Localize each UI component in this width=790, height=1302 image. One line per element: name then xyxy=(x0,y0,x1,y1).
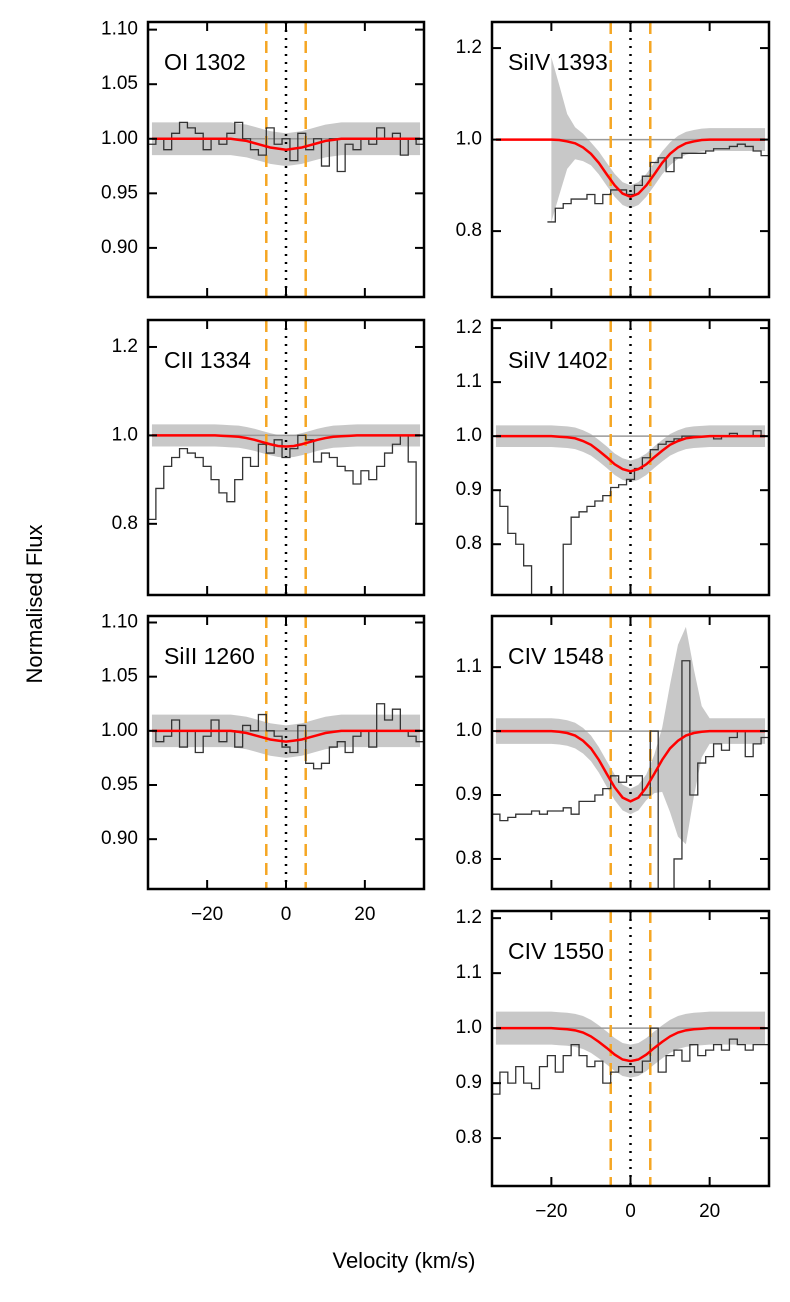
x-tick-label: 20 xyxy=(354,904,375,925)
panel-title: SiIV 1402 xyxy=(508,347,608,373)
plot-area xyxy=(148,616,424,889)
flux-spectrum xyxy=(492,430,769,595)
y-tick-label: 0.8 xyxy=(456,533,482,554)
model-fit xyxy=(151,434,421,448)
flux-spectrum xyxy=(492,1027,769,1095)
panel: 0.8 1.0 1.2 CII 1334 xyxy=(112,318,426,597)
model-fit xyxy=(495,729,766,803)
flux-spectrum xyxy=(148,703,424,770)
y-tick-label: 0.90 xyxy=(101,828,138,849)
plot-area xyxy=(492,616,769,889)
y-tick-label: 1.0 xyxy=(112,424,138,445)
y-tick-label: 1.0 xyxy=(456,720,482,741)
y-tick-label: 0.90 xyxy=(101,237,138,258)
y-tick-label: 0.8 xyxy=(456,848,482,869)
y-tick-label: 1.00 xyxy=(101,128,138,149)
model-fit xyxy=(151,729,421,743)
y-tick-label: 0.8 xyxy=(112,513,138,534)
model-fit xyxy=(495,434,766,473)
y-tick-label: 0.9 xyxy=(456,1072,482,1093)
plot-area xyxy=(492,22,769,297)
panel: 0.8 0.9 1.0 1.1 CIV 1548 xyxy=(456,614,771,891)
y-tick-label: 1.0 xyxy=(456,1017,482,1038)
plot-area xyxy=(148,22,424,297)
model-fit xyxy=(495,138,766,199)
panel-title: OI 1302 xyxy=(164,49,246,75)
flux-spectrum xyxy=(492,660,769,889)
y-tick-label: 0.9 xyxy=(456,479,482,500)
y-tick-label: 1.05 xyxy=(101,73,138,94)
x-tick-label: 20 xyxy=(699,1201,720,1222)
y-tick-label: 1.10 xyxy=(101,612,138,633)
panel-title: SiIV 1393 xyxy=(508,49,608,75)
y-tick-label: 1.0 xyxy=(456,425,482,446)
y-tick-label: 0.95 xyxy=(101,774,138,795)
panel: 0.8 1.0 1.2 SiIV 1393 xyxy=(456,20,771,299)
panel: 0.8 0.9 1.0 1.1 1.2 SiIV 1402 xyxy=(456,317,771,597)
y-tick-label: 1.00 xyxy=(101,720,138,741)
plot-area xyxy=(492,911,769,1186)
panel: 0.90 0.95 1.00 1.05 1.10 −20 0 20 SiII 1260 xyxy=(101,612,426,925)
flux-spectrum xyxy=(148,434,424,525)
y-axis-label: Normalised Flux xyxy=(22,525,47,684)
error-band xyxy=(151,122,421,167)
y-tick-label: 1.10 xyxy=(101,19,138,40)
y-tick-label: 1.1 xyxy=(456,962,482,983)
panel: 0.8 0.9 1.0 1.1 1.2 −20 0 20 CIV 1550 xyxy=(456,907,771,1222)
panel-title: CIV 1550 xyxy=(508,938,604,964)
y-tick-label: 0.8 xyxy=(456,220,482,241)
y-tick-label: 0.95 xyxy=(101,182,138,203)
y-tick-label: 1.2 xyxy=(456,907,482,928)
error-band xyxy=(495,1011,766,1078)
error-band xyxy=(495,425,766,483)
y-tick-label: 1.1 xyxy=(456,371,482,392)
panel-title: CII 1334 xyxy=(164,347,251,373)
x-tick-label: 0 xyxy=(281,904,292,925)
model-fit xyxy=(495,1026,766,1063)
model-fit xyxy=(151,137,421,151)
y-tick-label: 1.05 xyxy=(101,666,138,687)
plot-area xyxy=(148,320,424,595)
x-tick-label: −20 xyxy=(535,1201,567,1222)
panel-title: CIV 1548 xyxy=(508,643,604,669)
x-tick-label: 0 xyxy=(625,1201,636,1222)
y-tick-label: 0.9 xyxy=(456,784,482,805)
error-band xyxy=(551,57,766,222)
plot-area xyxy=(492,320,769,595)
y-tick-label: 1.2 xyxy=(456,317,482,338)
x-tick-label: −20 xyxy=(191,904,223,925)
y-tick-label: 1.1 xyxy=(456,656,482,677)
y-tick-label: 0.8 xyxy=(456,1127,482,1148)
x-axis-label: Velocity (km/s) xyxy=(332,1248,475,1273)
y-tick-label: 1.0 xyxy=(456,129,482,150)
y-tick-label: 1.2 xyxy=(456,37,482,58)
flux-spectrum xyxy=(148,121,424,173)
panel-title: SiII 1260 xyxy=(164,643,255,669)
flux-spectrum xyxy=(547,143,769,223)
panel: 0.90 0.95 1.00 1.05 1.10 OI 1302 xyxy=(101,19,426,299)
y-tick-label: 1.2 xyxy=(112,336,138,357)
